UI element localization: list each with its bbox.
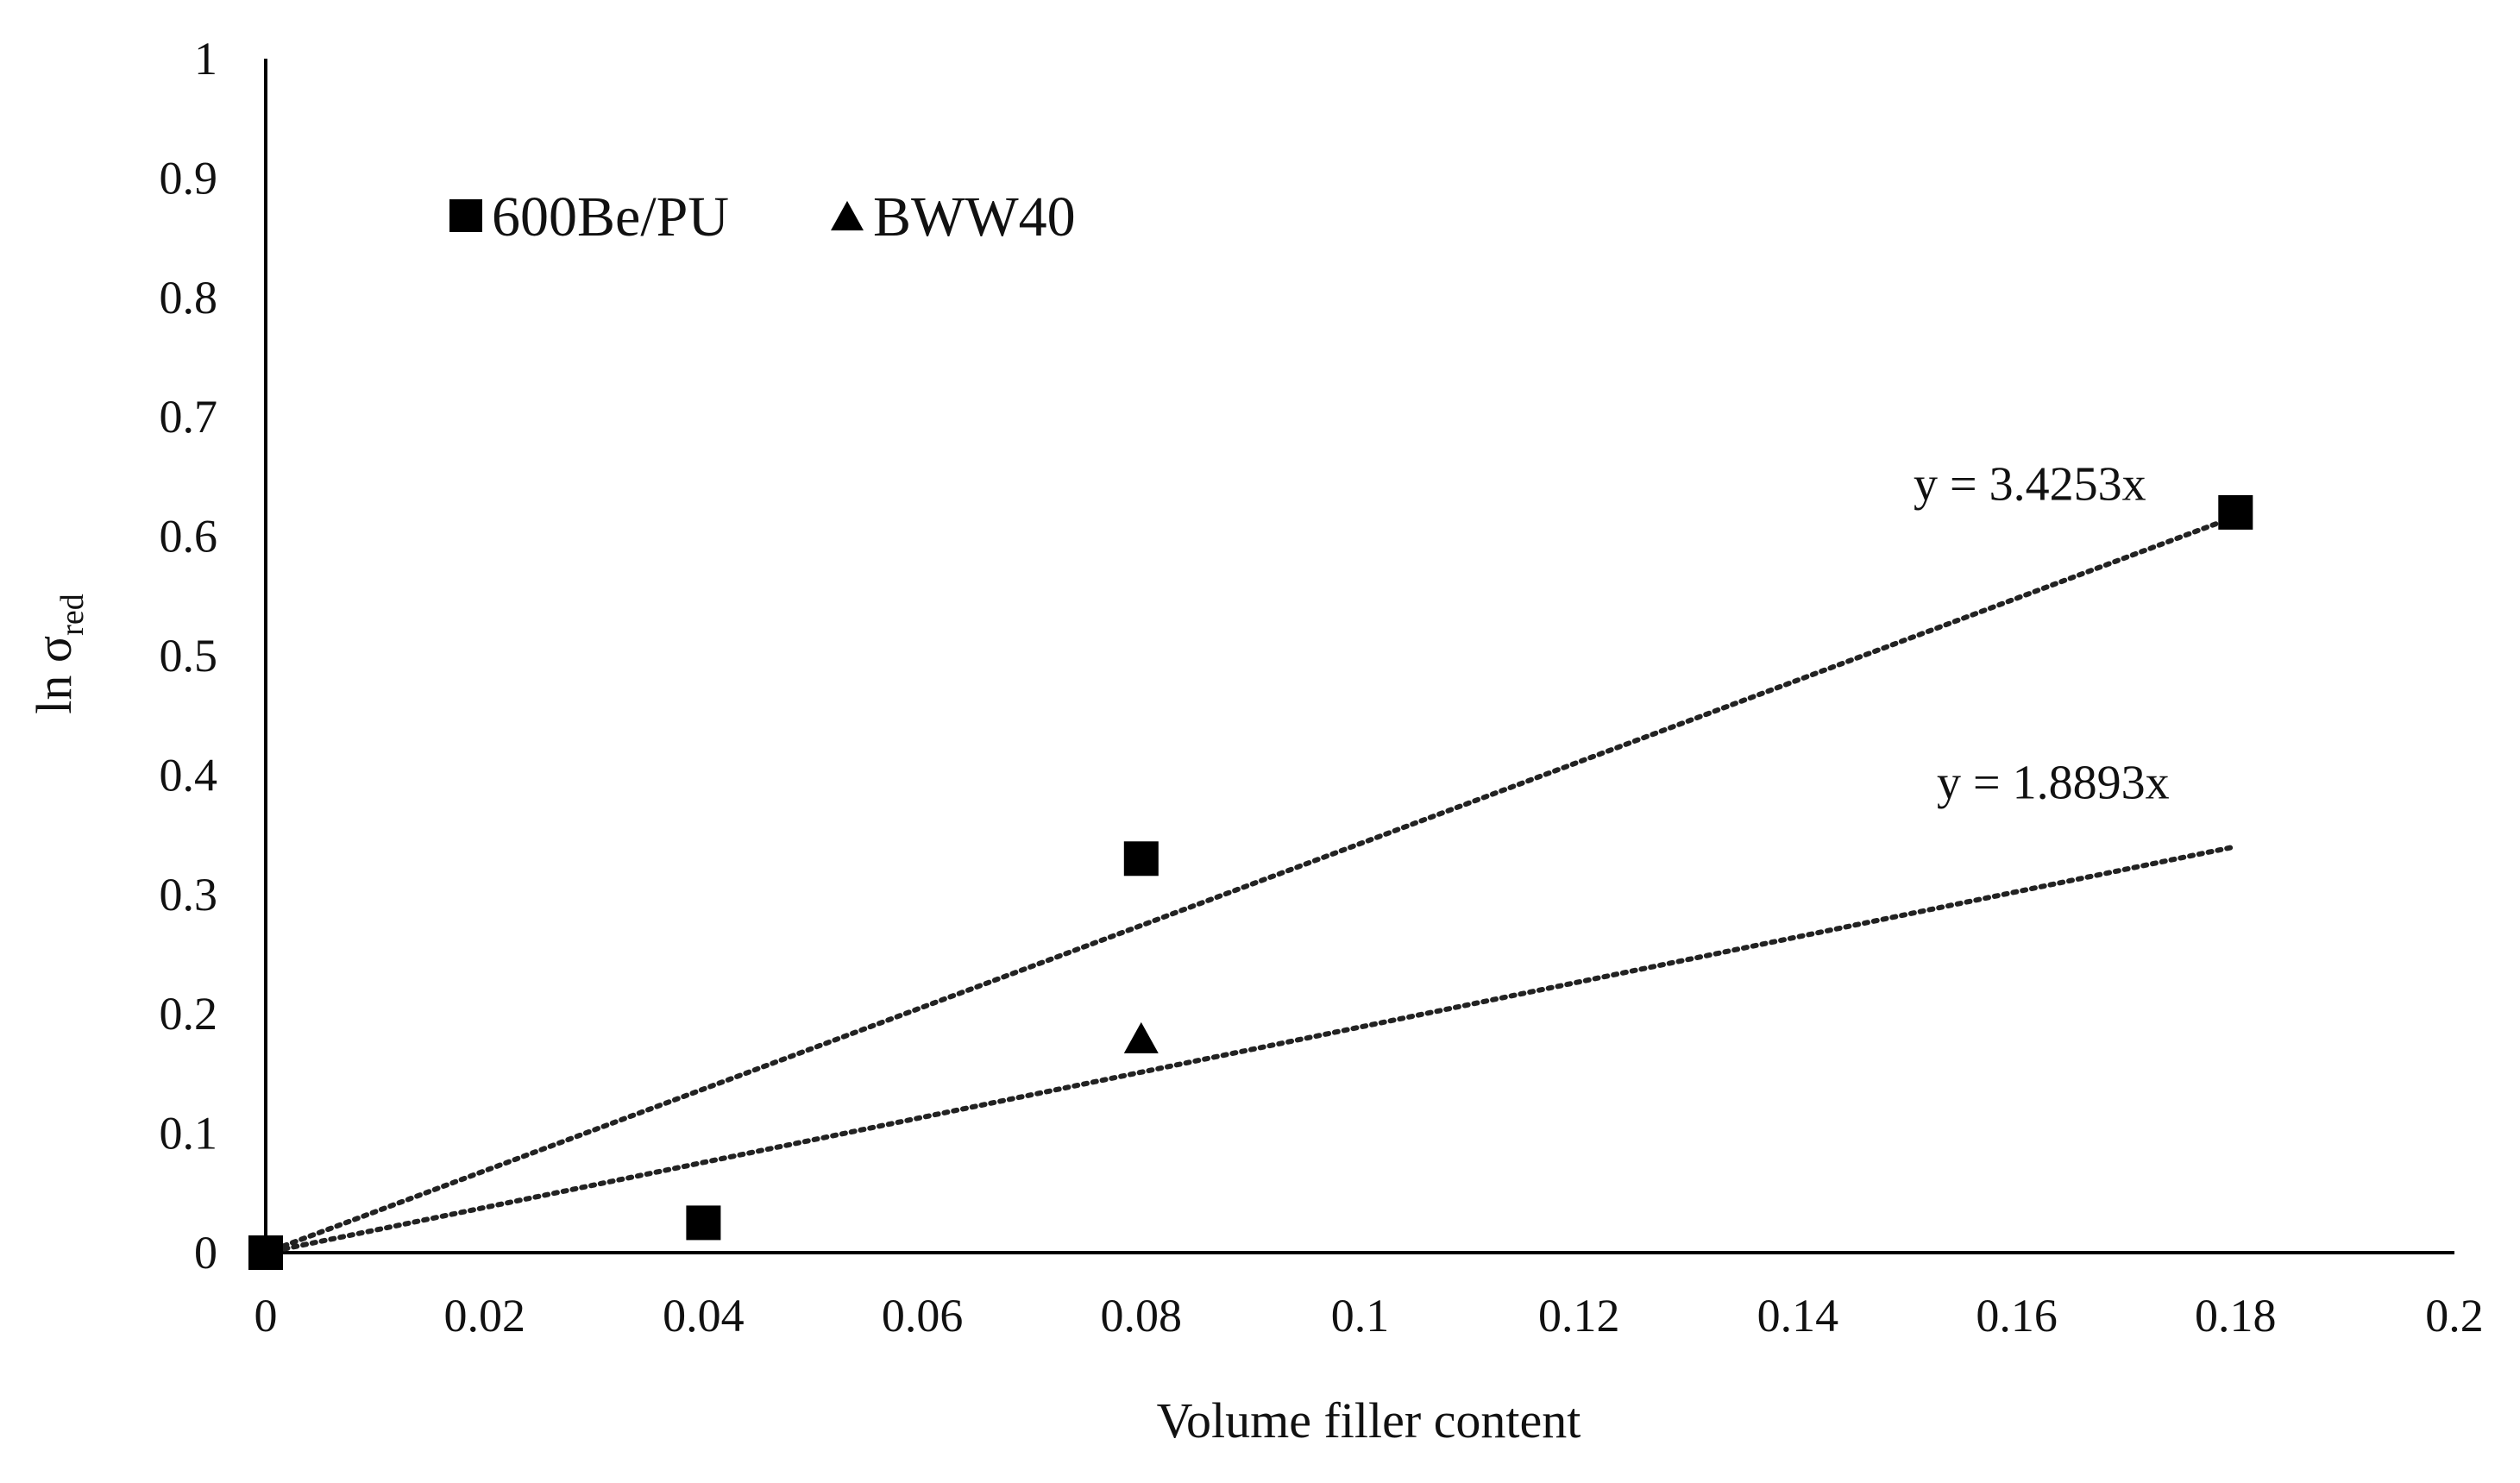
square-data-point [686,1205,721,1241]
axes [264,59,2454,1254]
y-tick-label: 0.5 [160,630,218,682]
legend-square-icon [449,199,482,232]
trendlines [263,513,2239,1255]
y-tick-label: 0.8 [160,272,218,324]
x-tick-label: 0.12 [1538,1290,1620,1342]
x-tick-label: 0.02 [443,1290,525,1342]
y-axis-title: ln σred [26,594,91,713]
legend-label: BWW40 [873,185,1076,248]
y-axis-title-subscript: red [54,594,91,636]
x-tick-label: 0.04 [663,1290,745,1342]
y-tick-label: 0.7 [160,391,218,443]
x-tick-label: 0 [255,1290,278,1342]
y-tick-label: 0.9 [160,152,218,204]
legend-label: 600Be/PU [492,185,729,248]
x-tick-labels: 0 0.02 0.04 0.06 0.08 0.1 0.12 0.14 0.16 0.18 0.2 [255,1290,2484,1342]
trendline-equation-label: y = 1.8893x [1937,756,2170,809]
y-tick-label: 0.1 [160,1108,218,1159]
x-tick-label: 0.06 [882,1290,964,1342]
x-tick-label: 0.18 [2195,1290,2277,1342]
legend-triangle-icon [831,200,864,231]
y-tick-labels: 0 0.1 0.2 0.3 0.4 0.5 0.6 0.7 0.8 0.9 1 [160,33,218,1279]
y-tick-label: 0.4 [160,749,218,801]
x-axis-title: Volume filler content [1157,1392,1581,1448]
trendline-equations: y = 3.4253x y = 1.8893x [1914,457,2170,809]
data-points [248,494,2253,1270]
trendline-series-1 [263,513,2239,1255]
y-axis-title-main: ln σ [26,636,82,714]
y-tick-label: 1 [194,33,217,85]
square-data-point [248,1235,283,1270]
square-data-point [1123,841,1159,877]
trendline-equation-label: y = 3.4253x [1914,457,2146,511]
y-tick-label: 0.6 [160,511,218,562]
y-tick-label: 0.3 [160,869,218,921]
y-tick-label: 0.2 [160,988,218,1040]
trendline-series-2 [263,844,2239,1255]
x-tick-label: 0.2 [2425,1290,2484,1342]
legend: 600Be/PU BWW40 [449,185,1076,248]
x-tick-label: 0.14 [1757,1290,1839,1342]
x-tick-label: 0.08 [1101,1290,1183,1342]
x-tick-label: 0.16 [1976,1290,2058,1342]
x-tick-label: 0.1 [1331,1290,1390,1342]
square-data-point [2218,494,2253,530]
triangle-data-point [1123,1021,1159,1053]
y-tick-label: 0 [194,1227,217,1279]
